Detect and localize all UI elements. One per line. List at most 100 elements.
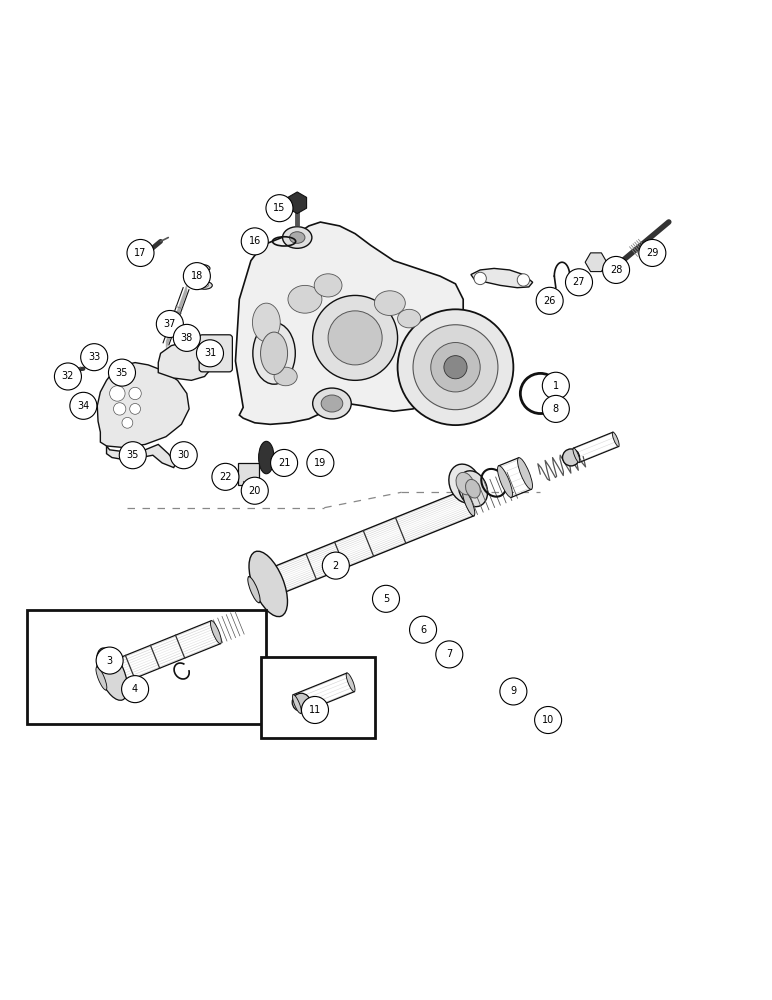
Circle shape (127, 239, 154, 266)
Circle shape (241, 477, 269, 504)
Text: 30: 30 (178, 450, 190, 460)
Circle shape (301, 696, 328, 723)
Ellipse shape (314, 274, 342, 297)
Text: 16: 16 (249, 236, 261, 246)
Ellipse shape (201, 283, 208, 287)
Circle shape (196, 340, 224, 367)
Circle shape (96, 352, 102, 358)
Circle shape (322, 552, 349, 579)
Text: 11: 11 (309, 705, 321, 715)
Circle shape (266, 195, 293, 222)
Ellipse shape (517, 458, 533, 489)
Circle shape (130, 403, 141, 414)
Ellipse shape (197, 282, 212, 289)
Text: 31: 31 (204, 348, 216, 358)
Circle shape (92, 348, 106, 362)
Circle shape (313, 295, 398, 380)
Ellipse shape (252, 303, 280, 342)
Text: 34: 34 (77, 401, 90, 411)
Ellipse shape (198, 266, 206, 270)
Ellipse shape (563, 449, 580, 466)
Text: 8: 8 (553, 404, 559, 414)
Text: 3: 3 (107, 656, 113, 666)
Circle shape (306, 449, 334, 476)
Ellipse shape (313, 388, 351, 419)
Circle shape (500, 678, 527, 705)
Circle shape (121, 676, 148, 703)
Text: 2: 2 (333, 561, 339, 571)
Circle shape (435, 641, 462, 668)
Text: 5: 5 (383, 594, 389, 604)
Text: 27: 27 (573, 277, 585, 287)
Circle shape (108, 359, 136, 386)
Circle shape (122, 417, 133, 428)
Circle shape (431, 343, 480, 392)
Text: 28: 28 (610, 265, 622, 275)
Text: 9: 9 (510, 686, 516, 696)
Circle shape (173, 324, 200, 351)
Text: 1: 1 (553, 381, 559, 391)
Ellipse shape (288, 285, 322, 313)
Circle shape (565, 269, 592, 296)
Ellipse shape (374, 291, 405, 315)
Text: 19: 19 (314, 458, 327, 468)
Ellipse shape (462, 490, 475, 516)
Text: 22: 22 (219, 472, 232, 482)
Ellipse shape (449, 464, 481, 503)
Ellipse shape (96, 667, 107, 690)
Text: 6: 6 (420, 625, 426, 635)
Polygon shape (235, 222, 463, 424)
FancyBboxPatch shape (199, 335, 232, 372)
Text: 15: 15 (273, 203, 286, 213)
Text: 26: 26 (543, 296, 556, 306)
Ellipse shape (290, 232, 305, 243)
Ellipse shape (248, 577, 260, 603)
Text: 32: 32 (62, 371, 74, 381)
Circle shape (156, 310, 183, 337)
Text: 4: 4 (132, 684, 138, 694)
Circle shape (119, 442, 146, 469)
Circle shape (444, 356, 467, 379)
Text: 37: 37 (164, 319, 176, 329)
Circle shape (113, 403, 126, 415)
Ellipse shape (260, 332, 287, 375)
Circle shape (602, 256, 629, 283)
Circle shape (536, 287, 563, 314)
Circle shape (413, 325, 498, 410)
Text: 35: 35 (116, 368, 128, 378)
Circle shape (80, 344, 107, 371)
Ellipse shape (293, 695, 301, 713)
Circle shape (110, 386, 125, 401)
Circle shape (398, 309, 513, 425)
Ellipse shape (459, 471, 488, 507)
Text: 18: 18 (191, 271, 203, 281)
Ellipse shape (249, 551, 287, 617)
Circle shape (121, 364, 134, 376)
Text: 20: 20 (249, 486, 261, 496)
Text: 35: 35 (127, 450, 139, 460)
Ellipse shape (274, 367, 297, 386)
Circle shape (372, 585, 400, 612)
Polygon shape (97, 363, 189, 448)
Polygon shape (158, 342, 212, 380)
Ellipse shape (456, 472, 474, 495)
Ellipse shape (497, 466, 513, 497)
Circle shape (96, 647, 123, 674)
Ellipse shape (252, 322, 295, 384)
Ellipse shape (283, 227, 312, 248)
Ellipse shape (195, 265, 210, 272)
Text: 10: 10 (542, 715, 554, 725)
Circle shape (534, 707, 561, 734)
Circle shape (638, 239, 665, 266)
Polygon shape (471, 268, 533, 288)
Bar (261, 657, 375, 738)
Ellipse shape (612, 432, 619, 447)
Circle shape (212, 463, 239, 490)
Circle shape (129, 446, 141, 458)
Polygon shape (238, 463, 259, 485)
Circle shape (328, 311, 382, 365)
Ellipse shape (259, 441, 274, 474)
Ellipse shape (96, 648, 127, 700)
Circle shape (474, 272, 486, 285)
Circle shape (54, 363, 82, 390)
